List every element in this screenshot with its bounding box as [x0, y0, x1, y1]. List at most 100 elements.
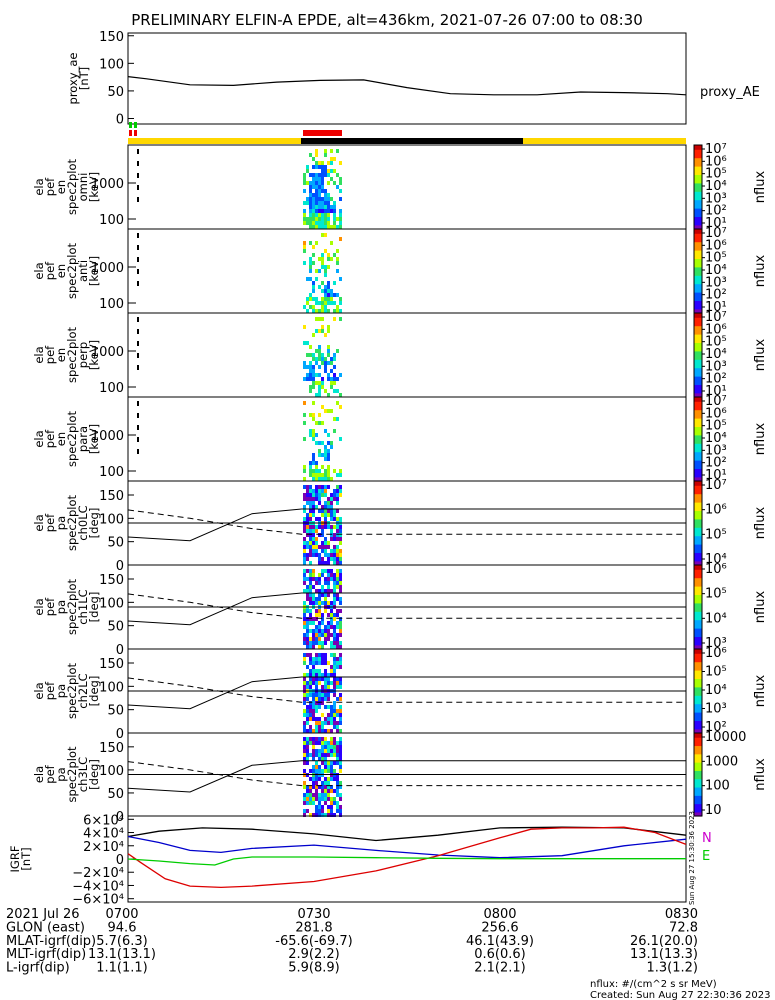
flux-cell [336, 645, 339, 649]
flux-cell [321, 617, 324, 621]
flux-cell [336, 349, 339, 353]
flux-cell [321, 221, 324, 225]
flux-cell [324, 217, 327, 221]
colorbar-tick-label: 10⁴ [705, 683, 727, 698]
flux-cell [309, 185, 312, 189]
y-tick-label: 100 [99, 764, 124, 779]
flux-cell [327, 281, 330, 285]
flux-cell [312, 757, 315, 761]
colorbar-segment [694, 727, 702, 730]
colorbar-segment [694, 556, 702, 559]
y-tick-label: 50 [107, 787, 124, 802]
flux-cell [321, 317, 324, 321]
flux-cell [303, 189, 306, 193]
flux-cell [312, 533, 315, 537]
y-tick-label: 1000 [91, 429, 124, 444]
flux-cell [327, 409, 330, 413]
flux-cell [306, 721, 309, 725]
flux-cell [327, 509, 330, 513]
colorbar-segment [694, 661, 702, 664]
colorbar-segment [694, 334, 702, 336]
colorbar-segment [694, 609, 702, 612]
flux-cell [324, 697, 327, 701]
footer-row-label: L-igrf(dip) [6, 961, 70, 976]
flux-cell [333, 365, 336, 369]
flux-cell [327, 749, 330, 753]
colorbar-segment [694, 786, 702, 789]
colorbar-segment [694, 623, 702, 626]
flux-cell [321, 725, 324, 729]
flux-cell [321, 729, 324, 733]
colorbar-segment [694, 250, 702, 252]
flux-cell [324, 153, 327, 157]
flux-cell [315, 209, 318, 213]
flux-cell [333, 673, 336, 677]
flux-cell [324, 525, 327, 529]
proxy-ae-series-label: proxy_AE [700, 85, 760, 100]
flux-cell [321, 789, 324, 793]
flux-cell [312, 209, 315, 213]
flux-cell [303, 221, 306, 225]
colorbar-tick-label: 10⁵ [705, 167, 727, 182]
colorbar-segment [694, 567, 702, 570]
flux-cell [330, 209, 333, 213]
flux-cell [321, 781, 324, 785]
flux-cell [315, 525, 318, 529]
flux-cell [321, 465, 324, 469]
colorbar-segment [694, 625, 702, 628]
flux-cell [327, 729, 330, 733]
flux-cell [306, 617, 309, 621]
colorbar-segment [694, 184, 702, 187]
y-axis-label-line: spec2plot [65, 662, 79, 719]
flux-cell [327, 469, 330, 473]
colorbar-segment [694, 714, 702, 717]
flux-cell [318, 797, 321, 801]
colorbar-segment [694, 643, 702, 646]
flux-cell [312, 741, 315, 745]
colorbar-segment [694, 336, 702, 339]
flux-cell [327, 433, 330, 437]
flux-cell [315, 761, 318, 765]
flux-cell [327, 789, 330, 793]
flux-cell [312, 201, 315, 205]
footer-value: 0800 [483, 907, 516, 922]
flux-cell [336, 637, 339, 641]
flux-cell [306, 577, 309, 581]
colorbar-segment [694, 329, 702, 332]
flux-cell [137, 365, 139, 370]
flux-cell [318, 597, 321, 601]
flux-cell [303, 173, 306, 177]
colorbar-label: nflux [753, 255, 768, 288]
flux-cell [327, 577, 330, 581]
colorbar-tick-label: 10⁷ [705, 478, 727, 493]
flux-cell [336, 553, 339, 557]
colorbar-segment [694, 391, 702, 394]
flux-cell [318, 349, 321, 353]
flux-cell [330, 501, 333, 505]
flux-cell [339, 529, 342, 533]
flux-cell [312, 437, 315, 441]
flux-cell [312, 601, 315, 605]
flux-cell [303, 721, 306, 725]
flux-cell [333, 589, 336, 593]
colorbar-segment [694, 611, 702, 614]
flux-cell [339, 813, 342, 817]
flux-cell [306, 809, 309, 813]
flux-cell [303, 181, 306, 185]
flux-cell [324, 729, 327, 733]
flux-cell [321, 721, 324, 725]
flux-cell [318, 669, 321, 673]
colorbar-segment [694, 286, 702, 289]
flux-cell [306, 353, 309, 357]
flux-cell [306, 641, 309, 645]
colorbar-segment [694, 792, 702, 795]
flux-cell [315, 785, 318, 789]
colorbar-segment [694, 509, 702, 511]
flux-cell [339, 625, 342, 629]
colorbar-segment [694, 774, 702, 777]
flux-cell [336, 613, 339, 617]
flux-cell [324, 785, 327, 789]
red-tick-mark [129, 130, 132, 136]
flux-cell [315, 637, 318, 641]
flux-cell [321, 265, 324, 269]
